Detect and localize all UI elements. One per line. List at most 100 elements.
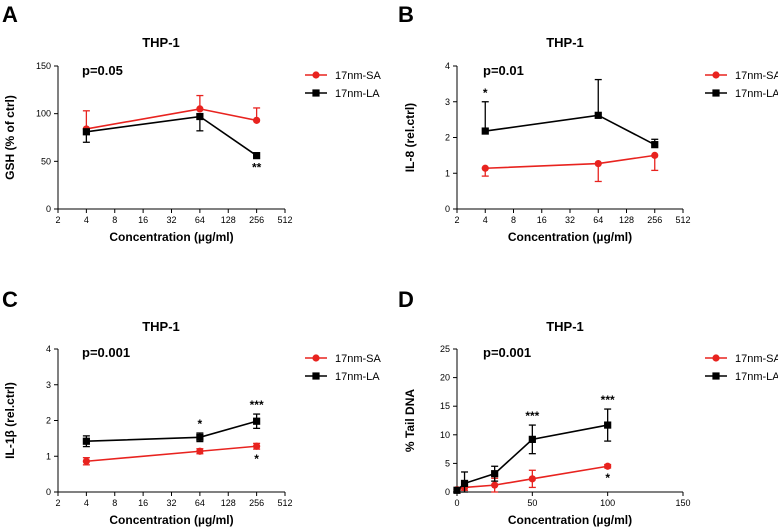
data-point	[528, 475, 536, 483]
p-value-annotation: p=0.05	[82, 63, 123, 78]
significance-marker: ***	[525, 409, 539, 423]
data-point	[651, 151, 659, 159]
significance-marker: **	[252, 161, 262, 175]
panel-d: D THP-1 p=0.001 0 5 10 15 20 25 0 50 100 150 Concentr…	[398, 287, 778, 527]
legend-label: 17nm-SA	[335, 353, 382, 365]
x-tick-label: 16	[138, 215, 148, 225]
panel-letter: D	[398, 287, 414, 312]
panel-letter: A	[2, 2, 18, 27]
y-tick-label: 4	[46, 344, 51, 354]
series-line	[485, 154, 655, 170]
data-point	[253, 116, 261, 124]
y-tick-label: 25	[440, 344, 450, 354]
x-tick-label: 128	[221, 215, 236, 225]
data-point	[196, 105, 204, 113]
legend-marker	[312, 354, 320, 362]
y-tick-label: 3	[445, 97, 450, 107]
legend-entry: 17nm-SA	[705, 353, 778, 365]
x-tick-label: 32	[166, 215, 176, 225]
x-tick-label: 0	[454, 498, 459, 508]
legend-marker	[312, 71, 320, 79]
x-axis-label: Concentration (µg/ml)	[109, 513, 233, 527]
x-tick-label: 256	[249, 215, 264, 225]
legend-entry: 17nm-LA	[305, 371, 380, 383]
y-axis-label: % Tail DNA	[403, 389, 417, 452]
series-line	[86, 108, 257, 130]
x-tick-label: 100	[600, 498, 615, 508]
data-point	[196, 433, 204, 441]
legend-marker	[712, 71, 720, 79]
x-tick-label: 512	[277, 215, 292, 225]
data-point	[491, 481, 499, 489]
x-tick-label: 32	[166, 498, 176, 508]
series-17nm-sa	[481, 151, 659, 183]
panel-a: A THP-1 p=0.05 0 50 100 150 2 4 8 16 32 64 128 256 512 C…	[2, 2, 382, 244]
x-tick-label: 16	[537, 215, 547, 225]
data-point	[491, 470, 499, 478]
y-tick-label: 10	[440, 430, 450, 440]
y-tick-label: 100	[36, 109, 51, 119]
data-point	[594, 159, 602, 168]
x-tick-label: 2	[55, 498, 60, 508]
x-tick-label: 16	[138, 498, 148, 508]
x-axis-label: Concentration (µg/ml)	[109, 230, 233, 244]
y-tick-label: 2	[46, 416, 51, 426]
significance-marker: *	[198, 417, 203, 431]
chart-title: THP-1	[546, 319, 584, 334]
series-17nm-la: *** ***	[453, 393, 615, 494]
legend-label: 17nm-SA	[735, 70, 778, 82]
data-point	[604, 462, 612, 470]
x-tick-label: 8	[112, 498, 117, 508]
y-tick-label: 0	[46, 204, 51, 214]
y-tick-label: 150	[36, 61, 51, 71]
panel-b: B THP-1 p=0.01 0 1 2 3 4 2 4 8 16 32 64 128 256 512 Conce…	[398, 2, 778, 244]
legend-label: 17nm-LA	[735, 371, 778, 383]
x-tick-label: 64	[593, 215, 603, 225]
data-point	[82, 128, 90, 136]
legend-marker	[312, 372, 320, 380]
y-tick-label: 2	[445, 133, 450, 143]
significance-marker: *	[483, 86, 488, 100]
x-tick-label: 8	[112, 215, 117, 225]
legend-label: 17nm-SA	[335, 70, 382, 82]
x-tick-label: 2	[55, 215, 60, 225]
panel-letter: B	[398, 2, 414, 27]
y-tick-label: 50	[41, 156, 51, 166]
y-tick-label: 0	[46, 487, 51, 497]
legend-marker	[712, 354, 720, 362]
data-point	[253, 417, 261, 425]
y-tick-label: 0	[445, 204, 450, 214]
data-point	[651, 141, 659, 149]
series-17nm-la: **	[82, 112, 262, 175]
data-point	[253, 152, 261, 160]
x-tick-label: 128	[221, 498, 236, 508]
legend-entry: 17nm-LA	[305, 88, 380, 100]
legend-label: 17nm-LA	[335, 371, 380, 383]
legend-entry: 17nm-LA	[705, 371, 778, 383]
y-axis-label: IL-8 (rel.ctrl)	[403, 103, 417, 172]
x-tick-label: 256	[249, 498, 264, 508]
x-tick-label: 4	[84, 215, 89, 225]
y-tick-label: 20	[440, 373, 450, 383]
y-tick-label: 4	[445, 61, 450, 71]
x-tick-label: 8	[511, 215, 516, 225]
chart-title: THP-1	[142, 319, 180, 334]
series-line	[86, 115, 258, 157]
data-point	[82, 437, 90, 445]
x-tick-label: 4	[483, 215, 488, 225]
y-tick-label: 5	[445, 458, 450, 468]
x-tick-label: 32	[565, 215, 575, 225]
x-tick-label: 4	[84, 498, 89, 508]
legend-marker	[312, 89, 320, 97]
x-tick-label: 512	[675, 215, 690, 225]
x-tick-label: 50	[527, 498, 537, 508]
y-axis-label: IL-1β (rel.ctrl)	[3, 382, 17, 459]
p-value-annotation: p=0.01	[483, 63, 524, 78]
y-tick-label: 3	[46, 380, 51, 390]
x-tick-label: 2	[454, 215, 459, 225]
y-tick-label: 1	[46, 451, 51, 461]
series-line	[86, 445, 257, 463]
series-17nm-la: *	[481, 78, 659, 149]
significance-marker: ***	[250, 398, 264, 412]
